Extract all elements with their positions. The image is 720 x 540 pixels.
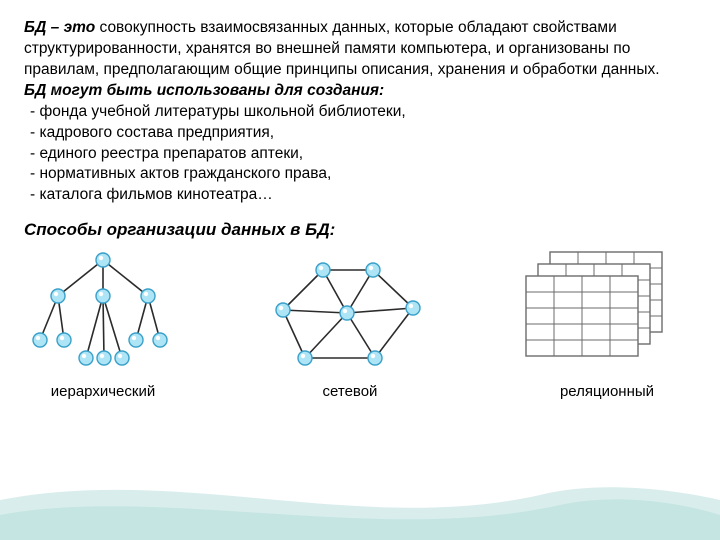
definition-body: совокупность взаимосвязанных данных, кот… (24, 19, 660, 78)
usage-lead-text: БД могут быть использованы для создания: (24, 82, 384, 99)
usage-item: - нормативных актов гражданского права, (24, 164, 696, 185)
usage-item: - каталога фильмов кинотеатра… (24, 185, 696, 206)
diagrams-row: иерархический сетевой реляционный (24, 248, 696, 400)
term: БД – это (24, 19, 95, 36)
definition-paragraph: БД – это совокупность взаимосвязанных да… (24, 18, 696, 81)
usage-item: - единого реестра препаратов аптеки, (24, 144, 696, 165)
slide-content: БД – это совокупность взаимосвязанных да… (0, 0, 720, 400)
network-label: сетевой (323, 383, 378, 400)
hierarchical-diagram: иерархический (28, 248, 178, 400)
relational-label: реляционный (560, 383, 654, 400)
usage-list: - фонда учебной литературы школьной библ… (24, 102, 696, 207)
network-diagram: сетевой (265, 258, 435, 400)
relational-diagram: реляционный (522, 248, 692, 400)
wave-decoration (0, 460, 720, 540)
usage-lead: БД могут быть использованы для создания: (24, 81, 696, 102)
hierarchical-label: иерархический (51, 383, 155, 400)
subtitle: Способы организации данных в БД: (24, 220, 696, 240)
usage-item: - фонда учебной литературы школьной библ… (24, 102, 696, 123)
usage-item: - кадрового состава предприятия, (24, 123, 696, 144)
